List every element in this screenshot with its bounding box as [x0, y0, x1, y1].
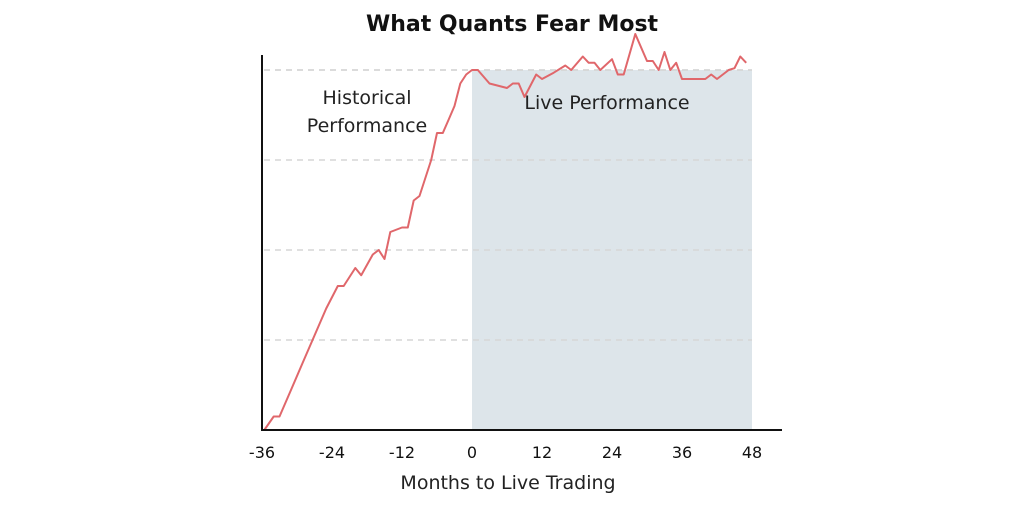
region-label-historical: Performance [307, 115, 427, 137]
tick-labels: -36 -24 -12 0 12 24 36 48 [249, 443, 762, 462]
series-line [263, 33, 747, 431]
x-axis-title: Months to Live Trading [400, 472, 615, 494]
series-layer [263, 33, 747, 431]
grid-layer [264, 69, 752, 341]
region-label-historical: Historical [323, 87, 412, 109]
x-tick-label: -36 [249, 443, 275, 462]
x-tick-label: 36 [672, 443, 692, 462]
region-labels: Historical Performance Live Performance [307, 87, 690, 137]
x-tick-label: 0 [467, 443, 477, 462]
x-tick-label: 12 [532, 443, 552, 462]
axes-layer [261, 55, 782, 431]
x-tick-label: -24 [319, 443, 345, 462]
x-tick-label: 24 [602, 443, 622, 462]
x-tick-label: 48 [742, 443, 762, 462]
region-label-live: Live Performance [524, 92, 689, 114]
x-tick-label: -12 [389, 443, 415, 462]
chart-title: What Quants Fear Most [365, 12, 659, 37]
